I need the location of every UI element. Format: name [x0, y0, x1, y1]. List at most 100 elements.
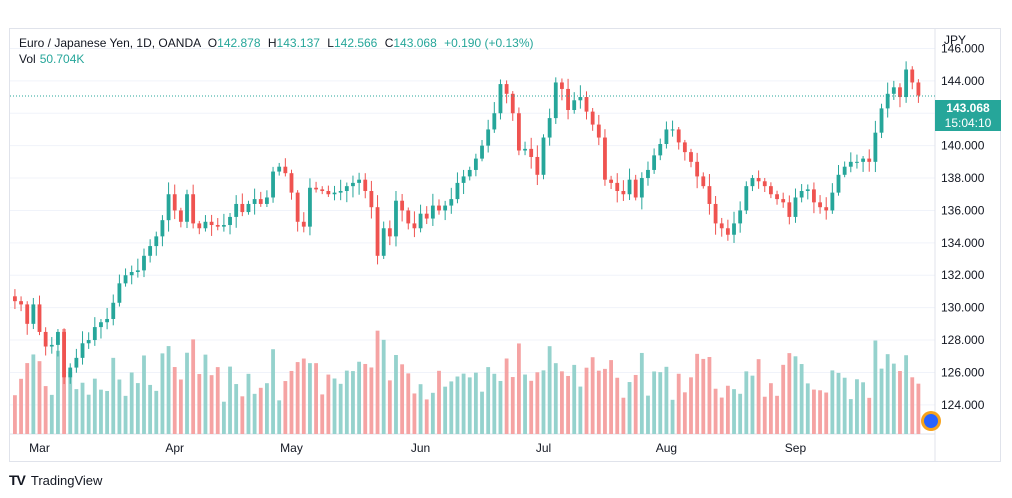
- volume-bar: [775, 395, 779, 434]
- candle-body: [246, 203, 251, 213]
- volume-value: 50.704K: [39, 52, 85, 66]
- candle-body: [135, 270, 140, 272]
- candle-body: [756, 178, 761, 182]
- candle-body: [314, 187, 318, 190]
- candle-body: [443, 205, 448, 211]
- volume-bar: [215, 367, 220, 434]
- candle-body: [117, 283, 122, 303]
- volume-bar: [799, 364, 804, 434]
- candle-body: [855, 161, 859, 163]
- candle-body: [689, 152, 693, 162]
- candle-body: [541, 137, 546, 175]
- candle-body: [590, 111, 595, 125]
- candle-body: [357, 179, 362, 183]
- volume-bar: [252, 393, 257, 434]
- candle-body: [695, 161, 700, 177]
- volume-bar: [381, 339, 386, 434]
- volume-bar: [670, 399, 675, 434]
- y-tick-label: 132.000: [941, 268, 985, 282]
- chart-frame: 146.000144.000142.000140.000138.000136.0…: [9, 28, 1001, 462]
- volume-bar: [234, 384, 239, 434]
- candle-body: [289, 173, 294, 193]
- candle-body: [891, 87, 896, 94]
- volume-bar: [111, 357, 116, 434]
- volume-bar: [455, 376, 460, 434]
- candle-body: [430, 205, 435, 219]
- volume-bar: [787, 353, 792, 434]
- volume-legend: Vol 50.704K: [19, 52, 84, 66]
- volume-bar: [37, 361, 42, 434]
- volume-bar: [437, 370, 441, 434]
- volume-bar: [314, 363, 318, 434]
- candle-body: [295, 192, 300, 222]
- candle-body: [799, 191, 804, 198]
- candle-body: [381, 228, 386, 256]
- volume-bar: [781, 364, 786, 434]
- candle-body: [529, 148, 534, 157]
- symbol-title[interactable]: Euro / Japanese Yen, 1D, OANDA: [19, 36, 201, 50]
- candle-body: [455, 182, 460, 200]
- volume-bar: [578, 386, 583, 434]
- volume-bar: [818, 390, 822, 434]
- candle-body: [166, 194, 171, 221]
- candle-body: [646, 169, 650, 179]
- candle-body: [836, 174, 841, 193]
- candle-body: [879, 108, 884, 133]
- candle-body: [308, 187, 312, 227]
- candle-body: [172, 194, 177, 211]
- candle-body: [486, 129, 491, 146]
- volume-bar: [400, 364, 405, 434]
- candle-body: [762, 181, 767, 187]
- low-value: 142.566: [333, 36, 378, 50]
- volume-bar: [277, 400, 282, 434]
- change-value: +0.190 (+0.13%): [444, 36, 534, 50]
- volume-bar: [855, 379, 859, 434]
- candle-body: [750, 178, 755, 187]
- y-tick-label: 128.000: [941, 333, 985, 347]
- tradingview-brand[interactable]: TV TradingView: [9, 472, 102, 488]
- candle-body: [387, 228, 392, 237]
- x-tick-label: Aug: [656, 441, 677, 455]
- candle-body: [418, 213, 423, 229]
- candle-body: [701, 176, 706, 187]
- candle-body: [215, 225, 220, 227]
- volume-bar: [762, 396, 767, 434]
- last-price-tag: 143.068 15:04:10: [935, 100, 1001, 131]
- y-tick-label: 144.000: [941, 74, 985, 88]
- volume-bar: [707, 357, 712, 434]
- candle-body: [437, 205, 441, 211]
- candle-body: [633, 179, 638, 198]
- volume-bar: [49, 394, 54, 434]
- volume-bar: [160, 353, 165, 434]
- candle-body: [221, 225, 226, 227]
- candle-body: [787, 202, 792, 217]
- candle-body: [658, 144, 663, 156]
- timezone-icon[interactable]: [921, 411, 941, 431]
- brand-name: TradingView: [30, 472, 103, 488]
- candle-body: [910, 69, 915, 83]
- candle-body: [516, 113, 521, 151]
- volume-bar: [695, 353, 700, 434]
- candle-body: [344, 186, 349, 191]
- candle-body: [848, 161, 853, 167]
- candle-body: [578, 97, 583, 101]
- candle-body: [320, 189, 325, 191]
- volume-bar: [633, 374, 638, 434]
- candle-body: [861, 158, 865, 162]
- volume-bar: [326, 374, 331, 434]
- candle-body: [873, 132, 878, 162]
- candlestick-chart[interactable]: 146.000144.000142.000140.000138.000136.0…: [10, 29, 1000, 461]
- volume-bar: [31, 354, 36, 434]
- volume-bar: [566, 375, 570, 434]
- volume-bar: [418, 384, 423, 434]
- last-price-value: 143.068: [946, 101, 990, 115]
- volume-bar: [658, 372, 663, 434]
- candle-body: [793, 197, 798, 217]
- volume-bar: [873, 340, 878, 434]
- volume-bar: [904, 355, 909, 434]
- candle-body: [725, 228, 730, 235]
- volume-bar: [473, 372, 478, 434]
- volume-bar: [756, 359, 761, 434]
- volume-bar: [209, 375, 214, 434]
- volume-bar: [13, 395, 17, 434]
